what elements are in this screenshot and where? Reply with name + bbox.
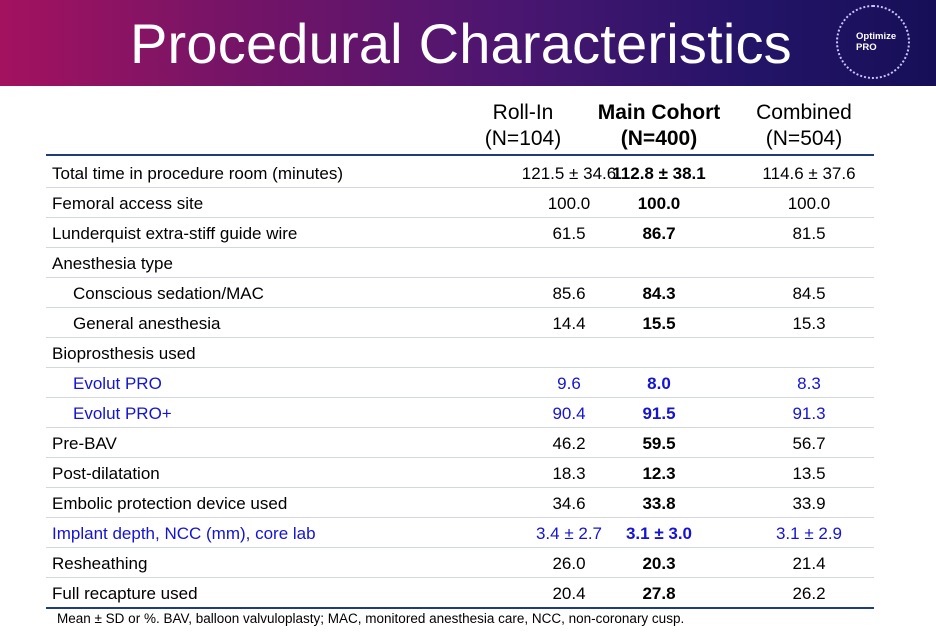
column-header-combined: Combined (N=504) [756, 101, 852, 150]
row-label: Total time in procedure room (minutes) [52, 164, 344, 183]
cell-combined: 114.6 ± 37.6 [762, 164, 856, 183]
row-label: Lunderquist extra-stiff guide wire [52, 224, 298, 243]
cell-combined: 33.9 [792, 494, 826, 513]
cell-roll-in: 61.5 [552, 224, 586, 243]
row-label: Pre-BAV [52, 434, 117, 453]
cell-main-cohort: 20.3 [642, 554, 676, 573]
cell-roll-in: 121.5 ± 34.6 [521, 164, 617, 183]
cell-main-cohort: 3.1 ± 3.0 [625, 524, 693, 543]
table-row: Implant depth, NCC (mm), core lab 3.4 ± 2… [46, 517, 874, 548]
row-label: Post-dilatation [52, 464, 160, 483]
table-row: General anesthesia 14.4 15.5 15.3 [46, 307, 874, 338]
table-row: Evolut PRO+ 90.4 91.5 91.3 [46, 397, 874, 428]
cell-combined: 15.3 [792, 314, 826, 333]
cell-main-cohort: 100.0 [637, 194, 681, 213]
cell-combined: 56.7 [792, 434, 826, 453]
row-label: General anesthesia [73, 314, 221, 333]
row-label: Evolut PRO [73, 374, 162, 393]
cell-main-cohort: 86.7 [642, 224, 676, 243]
cell-roll-in: 46.2 [552, 434, 586, 453]
cell-roll-in: 14.4 [552, 314, 586, 333]
row-label: Evolut PRO+ [73, 404, 172, 423]
cell-combined: 26.2 [792, 584, 826, 603]
table-row: Resheathing 26.0 20.3 21.4 [46, 547, 874, 578]
cell-main-cohort: 8.0 [647, 374, 671, 393]
table-row: Total time in procedure room (minutes) 12… [46, 157, 874, 188]
row-label: Anesthesia type [52, 254, 173, 273]
table-row: Evolut PRO 9.6 8.0 8.3 [46, 367, 874, 398]
table-row: Full recapture used 20.4 27.8 26.2 [46, 577, 874, 609]
cell-combined: 3.1 ± 2.9 [775, 524, 843, 543]
cell-roll-in: 100.0 [547, 194, 591, 213]
cell-roll-in: 20.4 [552, 584, 586, 603]
cell-combined: 81.5 [792, 224, 826, 243]
cell-main-cohort: 84.3 [642, 284, 676, 303]
title-banner: Procedural Characteristics Optimize PRO [0, 0, 936, 86]
table-row: Lunderquist extra-stiff guide wire 61.5 86… [46, 217, 874, 248]
cell-combined: 21.4 [792, 554, 826, 573]
row-label: Full recapture used [52, 584, 198, 603]
row-label: Conscious sedation/MAC [73, 284, 264, 303]
table-row: Bioprosthesis used [46, 337, 874, 368]
cell-combined: 100.0 [787, 194, 831, 213]
cell-combined: 91.3 [792, 404, 826, 423]
cell-combined: 84.5 [792, 284, 826, 303]
cell-roll-in: 34.6 [552, 494, 586, 513]
cell-roll-in: 85.6 [552, 284, 586, 303]
logo-text: Optimize PRO [856, 31, 897, 53]
cell-main-cohort: 91.5 [642, 404, 676, 423]
cell-combined: 13.5 [792, 464, 826, 483]
cell-combined: 8.3 [797, 374, 821, 393]
cell-roll-in: 3.4 ± 2.7 [535, 524, 603, 543]
column-header-roll-in: Roll-In (N=104) [484, 101, 562, 150]
footnote: Mean ± SD or %. BAV, balloon valvuloplas… [57, 611, 685, 626]
table-row: Embolic protection device used 34.6 33.8 33… [46, 487, 874, 518]
cell-roll-in: 90.4 [552, 404, 586, 423]
optimize-pro-logo: Optimize PRO [836, 5, 910, 79]
row-label: Implant depth, NCC (mm), core lab [52, 524, 316, 543]
row-label: Resheathing [52, 554, 148, 573]
column-header-main-cohort: Main Cohort (N=400) [597, 101, 721, 150]
dotted-circle-icon [836, 5, 910, 79]
row-label: Bioprosthesis used [52, 344, 196, 363]
cell-roll-in: 9.6 [557, 374, 581, 393]
cell-main-cohort: 59.5 [642, 434, 676, 453]
table-row: Femoral access site 100.0 100.0 100.0 [46, 187, 874, 218]
cell-main-cohort: 112.8 ± 38.1 [612, 164, 706, 183]
table-row: Anesthesia type [46, 247, 874, 278]
cell-main-cohort: 15.5 [642, 314, 676, 333]
table-row: Post-dilatation 18.3 12.3 13.5 [46, 457, 874, 488]
cell-main-cohort: 27.8 [642, 584, 676, 603]
table-row: Conscious sedation/MAC 85.6 84.3 84.5 [46, 277, 874, 308]
cell-roll-in: 18.3 [552, 464, 586, 483]
row-label: Femoral access site [52, 194, 204, 213]
cell-roll-in: 26.0 [552, 554, 586, 573]
cell-main-cohort: 12.3 [642, 464, 676, 483]
slide-title: Procedural Characteristics [130, 12, 792, 75]
header-divider [46, 154, 874, 156]
cell-main-cohort: 33.8 [642, 494, 676, 513]
table-row: Pre-BAV 46.2 59.5 56.7 [46, 427, 874, 458]
row-label: Embolic protection device used [52, 494, 288, 513]
